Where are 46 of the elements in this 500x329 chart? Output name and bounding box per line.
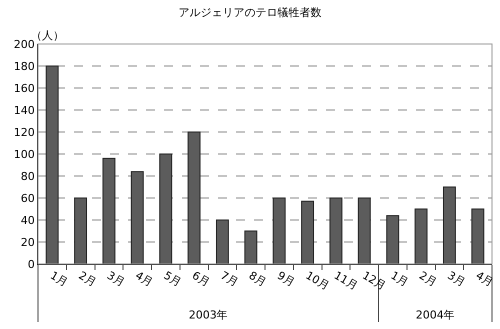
- x-tick-label: 9月: [274, 268, 298, 290]
- y-tick-label: 0: [28, 258, 35, 271]
- x-tick-label: 10月: [303, 268, 332, 293]
- x-tick-label: 1月: [388, 268, 411, 290]
- text: 2003年: [188, 308, 228, 322]
- x-tick-label: 4月: [133, 268, 156, 290]
- bar: [414, 208, 428, 264]
- x-tick-label: 12月: [360, 268, 388, 293]
- bar: [74, 198, 88, 264]
- bar: [130, 171, 144, 264]
- x-tick-label: 4月: [474, 268, 496, 290]
- bar: [216, 220, 229, 264]
- y-tick-label: 60: [20, 192, 35, 205]
- y-tick-label: 100: [14, 148, 35, 161]
- bar: [471, 208, 484, 264]
- x-tick-label: 3月: [104, 268, 127, 290]
- bar: [188, 132, 201, 264]
- y-tick-label: 200: [14, 38, 35, 51]
- x-tick-label: 6月: [190, 268, 212, 290]
- bar: [272, 198, 286, 264]
- x-tick-label: 8月: [246, 268, 269, 290]
- x-tick-label: 2月: [76, 268, 98, 290]
- x-tick-label: 11月: [332, 268, 360, 293]
- x-tick-label: 5月: [161, 268, 184, 290]
- bar: [386, 215, 400, 264]
- bar: [102, 158, 116, 264]
- bar: [244, 230, 258, 264]
- y-tick-label: 40: [20, 214, 35, 227]
- chart-title: アルジェリアのテロ犠牲者数: [178, 6, 322, 19]
- x-tick-label: 1月: [48, 268, 70, 290]
- x-tick-label: 2月: [416, 268, 439, 290]
- bar: [46, 66, 59, 264]
- bar: [159, 154, 172, 264]
- bar: [329, 198, 342, 264]
- y-tick-label: 120: [14, 126, 35, 139]
- y-tick-label: 80: [20, 170, 35, 183]
- bar: [301, 200, 314, 264]
- y-tick-label: 180: [14, 60, 35, 73]
- bar: [442, 186, 456, 264]
- text: 2004年: [416, 308, 455, 322]
- x-tick-label: 7月: [218, 268, 240, 290]
- x-tick-label: 3月: [445, 268, 468, 290]
- y-tick-label: 140: [14, 104, 35, 117]
- y-tick-label: 160: [14, 82, 35, 95]
- bar: [358, 198, 371, 264]
- y-tick-label: 20: [20, 236, 35, 249]
